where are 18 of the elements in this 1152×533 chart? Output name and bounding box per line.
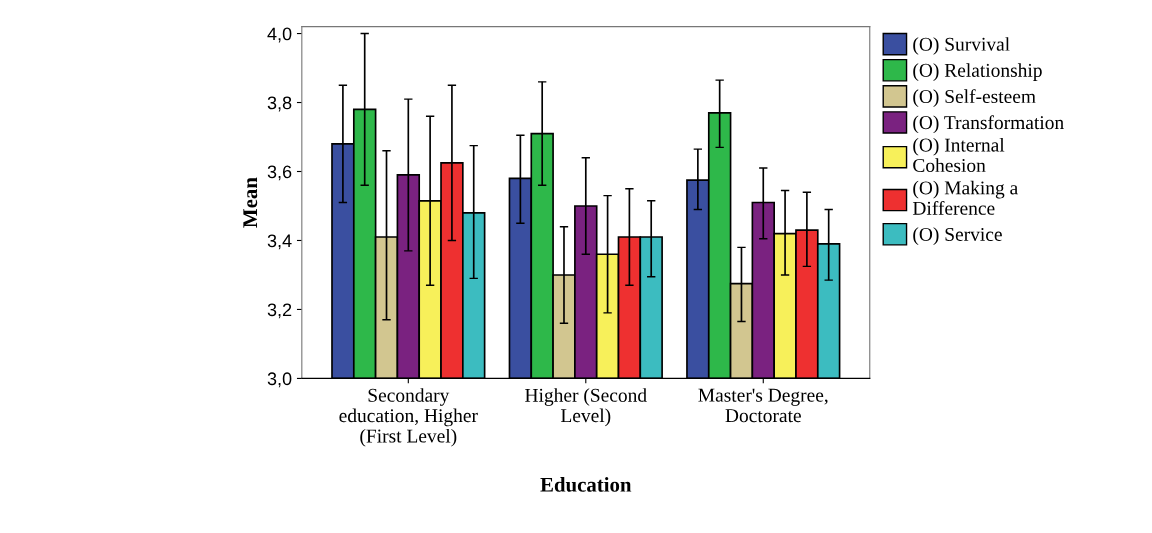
legend-label: (O) Self-esteem	[913, 89, 1036, 107]
legend-label: (O) Internal Cohesion	[913, 137, 1005, 172]
y-tick-label: 4,0	[267, 27, 292, 43]
x-tick-label: Secondary education, Higher (First Level)	[339, 388, 478, 447]
x-tick-label: Higher (Second Level)	[525, 388, 647, 427]
legend-label: (O) Service	[913, 227, 1002, 245]
x-axis-title: Education	[540, 477, 632, 492]
y-tick-label: 3,6	[267, 165, 292, 181]
y-tick-label: 3,4	[267, 234, 292, 250]
legend-label: (O) Transformation	[913, 115, 1064, 134]
y-tick-label: 3,0	[267, 372, 292, 388]
legend-label: (O) Survival	[913, 37, 1010, 55]
y-tick-label: 3,2	[267, 303, 292, 319]
legend-label: (O) Relationship	[913, 63, 1042, 81]
legend-label: (O) Making a Difference	[912, 180, 1018, 215]
y-tick-label: 3,8	[267, 96, 292, 112]
y-axis-title: Mean	[243, 177, 258, 228]
x-tick-label: Master's Degree, Doctorate	[698, 388, 828, 423]
